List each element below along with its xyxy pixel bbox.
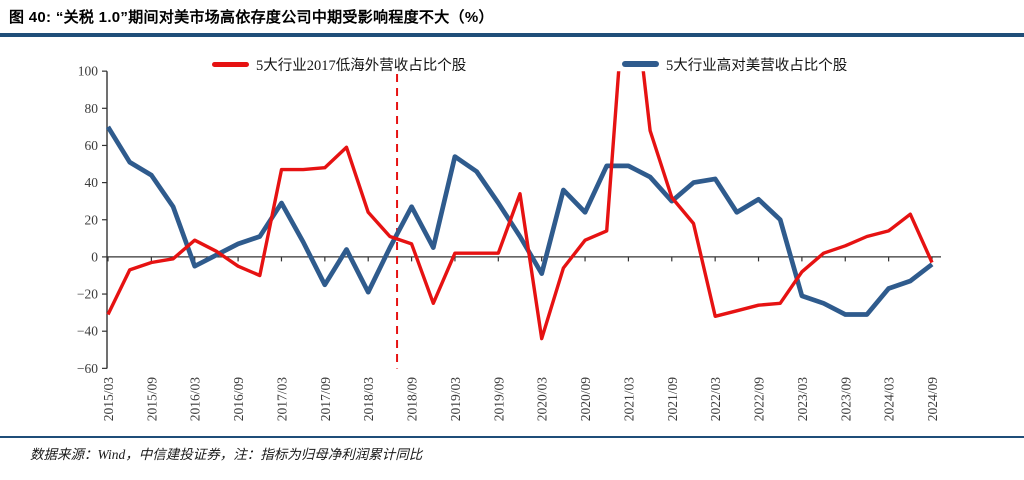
- figure-title: 图 40: “关税 1.0”期间对美市场高依存度公司中期受影响程度不大（%）: [9, 9, 494, 26]
- x-tick-label: 2019/03: [448, 377, 463, 422]
- title-rule: [0, 33, 1024, 37]
- x-tick-label: 2017/09: [318, 377, 333, 422]
- x-tick-label: 2023/09: [838, 377, 853, 422]
- y-tick-label: 100: [78, 64, 99, 79]
- series-line-red: [106, 71, 934, 341]
- y-tick-label: −20: [77, 287, 98, 302]
- x-tick-label: 2024/09: [925, 377, 940, 422]
- x-tick-label: 2016/03: [188, 377, 203, 422]
- x-tick-labels: 2015/03 2015/09 2016/03 2016/09 2017/03 2017/…: [101, 377, 940, 422]
- legend-label-blue: 5大行业高对美营收占比个股: [666, 57, 848, 74]
- x-tick-label: 2017/03: [274, 377, 289, 422]
- y-tick-label: 20: [85, 212, 99, 227]
- series-line-blue: [106, 125, 934, 317]
- blue-line-swatch: [622, 61, 659, 67]
- x-tick-label: 2018/09: [405, 377, 420, 422]
- x-tick-label: 2021/03: [621, 377, 636, 422]
- x-tick-label: 2020/09: [578, 377, 593, 422]
- y-tick-label: 60: [85, 138, 99, 153]
- legend-item-high-us: 5大行业高对美营收占比个股: [622, 55, 848, 74]
- red-line-swatch: [212, 61, 249, 67]
- y-tick-label: 80: [85, 101, 99, 116]
- x-tick-label: 2024/03: [882, 377, 897, 422]
- x-tick-label: 2022/03: [708, 377, 723, 422]
- x-tick-label: 2020/03: [535, 377, 550, 422]
- y-tick-label: −40: [77, 324, 98, 339]
- y-tick-label: −60: [77, 361, 98, 376]
- source-note: 数据来源：Wind，中信建投证券，注：指标为归母净利润累计同比: [30, 447, 423, 462]
- x-tick-label: 2019/09: [491, 377, 506, 422]
- y-tick-label: 0: [91, 249, 98, 264]
- x-tick-label: 2015/09: [144, 377, 159, 422]
- x-tick-label: 2018/03: [361, 377, 376, 422]
- x-tick-label: 2015/03: [101, 377, 116, 422]
- footer-rule: [0, 436, 1024, 438]
- y-tick-label: 40: [85, 175, 99, 190]
- x-axis-zero-line: [107, 256, 941, 262]
- x-tick-label: 2016/09: [231, 377, 246, 422]
- legend-label-red: 5大行业2017低海外营收占比个股: [256, 57, 467, 74]
- x-tick-label: 2023/03: [795, 377, 810, 422]
- x-tick-label: 2021/09: [665, 377, 680, 422]
- x-tick-label: 2022/09: [752, 377, 767, 422]
- legend-item-low-overseas: 5大行业2017低海外营收占比个股: [212, 55, 467, 74]
- y-axis: 100 80 60 40 20 0 −20 −40 −60: [77, 64, 108, 376]
